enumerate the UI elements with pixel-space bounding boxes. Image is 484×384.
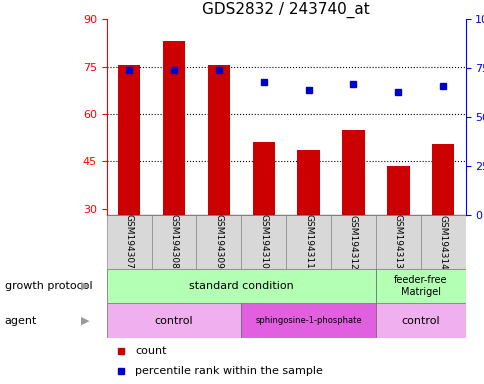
Text: ▶: ▶ — [80, 316, 89, 326]
FancyBboxPatch shape — [106, 303, 241, 338]
Bar — [118, 65, 140, 215]
Bar — [342, 130, 364, 215]
FancyBboxPatch shape — [375, 215, 420, 269]
FancyBboxPatch shape — [375, 269, 465, 303]
FancyBboxPatch shape — [106, 269, 375, 303]
FancyBboxPatch shape — [330, 215, 375, 269]
Text: ▶: ▶ — [80, 281, 89, 291]
Text: control: control — [401, 316, 439, 326]
Text: GSM194307: GSM194307 — [124, 215, 134, 269]
Bar — [163, 41, 185, 215]
Bar — [297, 150, 319, 215]
Text: GSM194308: GSM194308 — [169, 215, 178, 269]
FancyBboxPatch shape — [241, 303, 375, 338]
Title: GDS2832 / 243740_at: GDS2832 / 243740_at — [202, 2, 369, 18]
Text: growth protocol: growth protocol — [5, 281, 92, 291]
FancyBboxPatch shape — [420, 215, 465, 269]
FancyBboxPatch shape — [151, 215, 196, 269]
Bar — [252, 142, 274, 215]
FancyBboxPatch shape — [241, 215, 286, 269]
Bar — [431, 144, 454, 215]
Text: GSM194311: GSM194311 — [303, 215, 313, 269]
Text: GSM194309: GSM194309 — [214, 215, 223, 269]
Text: control: control — [154, 316, 193, 326]
Text: feeder-free
Matrigel: feeder-free Matrigel — [393, 275, 447, 297]
Text: standard condition: standard condition — [189, 281, 293, 291]
Text: GSM194310: GSM194310 — [258, 215, 268, 269]
FancyBboxPatch shape — [375, 303, 465, 338]
Text: GSM194312: GSM194312 — [348, 215, 357, 269]
FancyBboxPatch shape — [106, 215, 151, 269]
Text: GSM194314: GSM194314 — [438, 215, 447, 269]
FancyBboxPatch shape — [286, 215, 330, 269]
Bar — [207, 65, 229, 215]
Text: sphingosine-1-phosphate: sphingosine-1-phosphate — [255, 316, 361, 325]
FancyBboxPatch shape — [196, 215, 241, 269]
Text: percentile rank within the sample: percentile rank within the sample — [135, 366, 323, 376]
Bar — [386, 166, 408, 215]
Text: count: count — [135, 346, 166, 356]
Text: GSM194313: GSM194313 — [393, 215, 402, 269]
Text: agent: agent — [5, 316, 37, 326]
